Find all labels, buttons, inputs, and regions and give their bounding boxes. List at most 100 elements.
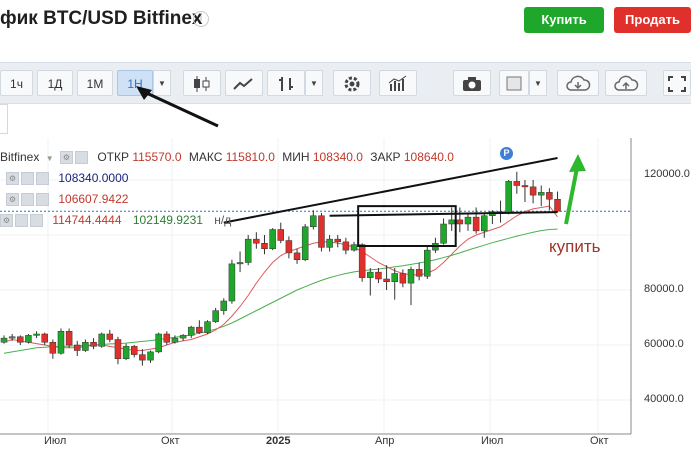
x-tick-label: Окт: [161, 435, 180, 447]
camera-icon[interactable]: [453, 70, 491, 96]
legend-remove-icon[interactable]: [36, 172, 49, 186]
candle-body: [513, 181, 521, 186]
timeframe-dropdown-caret[interactable]: ▼: [153, 70, 171, 96]
cloud-download-icon[interactable]: [557, 70, 599, 96]
indicators-icon[interactable]: [379, 70, 417, 96]
legend-hide-icon[interactable]: [21, 172, 34, 186]
legend-settings-icon[interactable]: ⚙: [6, 172, 19, 186]
chart-toolbar: 1ч 1Д 1М 1Н ▼ ▼ ▼: [0, 62, 691, 104]
candle-body: [440, 223, 447, 244]
bars-icon[interactable]: [267, 70, 305, 96]
trendline: [223, 157, 558, 224]
candle-body: [0, 337, 8, 343]
x-tick-label: Апр: [375, 435, 395, 447]
settings-gear-icon[interactable]: [333, 70, 371, 96]
candle-body: [139, 354, 146, 361]
fullscreen-icon[interactable]: [663, 70, 691, 96]
candle-body: [122, 346, 130, 359]
area-chart-icon[interactable]: [225, 70, 263, 96]
legend-remove-icon[interactable]: [30, 214, 43, 228]
pointer-arrow-line: [139, 88, 219, 128]
legend-symbol: Bitfinex: [0, 150, 40, 164]
candle-body: [155, 333, 162, 353]
candles-icon[interactable]: [183, 70, 221, 96]
candle-body: [334, 238, 341, 243]
buy-annotation-text: купить: [549, 237, 601, 256]
candle-body: [399, 273, 407, 284]
candle-body: [529, 186, 537, 196]
candle-body: [375, 271, 382, 280]
timeframe-1h-button[interactable]: 1ч: [0, 70, 33, 96]
candle-body: [261, 243, 268, 249]
candle-body: [367, 271, 374, 278]
info-icon[interactable]: i: [193, 11, 209, 27]
candle-body: [481, 215, 488, 232]
price-label-last: 108640.0: [636, 204, 682, 216]
indicator-2-value: 106607.9422: [58, 192, 129, 206]
candle-body: [253, 238, 260, 244]
candle-body: [521, 185, 529, 188]
candle-body: [310, 215, 317, 227]
candle-body: [472, 216, 480, 232]
candle-body: [358, 244, 366, 278]
candle-body: [342, 241, 350, 251]
candle-body: [293, 252, 301, 260]
indicator-3-lower: 102149.9231: [132, 213, 203, 227]
timeframe-1w-button[interactable]: 1Н: [117, 70, 153, 96]
y-tick-label: 80000.0: [644, 283, 684, 295]
legend-low-value: 108340.0: [312, 150, 363, 164]
candle-body: [318, 215, 325, 248]
legend-caret[interactable]: ▼: [45, 154, 54, 163]
buy-button[interactable]: Купить: [524, 7, 604, 33]
candle-body: [57, 331, 65, 354]
legend-hide-icon[interactable]: [74, 151, 88, 165]
candle-body: [33, 333, 40, 336]
timeframe-1m-button[interactable]: 1М: [77, 70, 113, 96]
indicator-1-value: 108340.0000: [58, 171, 129, 185]
candle-body: [25, 335, 32, 343]
pointer-arrow: [136, 86, 219, 128]
legend-settings-icon[interactable]: ⚙: [6, 193, 19, 207]
legend-indicator-2: ⚙ 106607.9422: [6, 192, 129, 207]
candle-body: [187, 326, 195, 336]
chart-type-dropdown-caret[interactable]: ▼: [305, 70, 323, 96]
candle-body: [407, 269, 415, 284]
candle-body: [505, 181, 512, 214]
page-title: фик BTC/USD Bitfinex: [0, 8, 203, 29]
candle-body: [326, 238, 333, 248]
candle-body: [228, 263, 236, 302]
candle-body: [448, 219, 455, 225]
candle-body: [285, 240, 293, 254]
legend-close-value: 108640.0: [403, 150, 454, 164]
legend-low-label: МИН: [282, 150, 310, 164]
price-chart[interactable]: [0, 138, 691, 452]
x-tick-label: Июл: [44, 435, 67, 447]
color-box-icon[interactable]: [499, 70, 529, 96]
position-marker-icon[interactable]: P: [500, 147, 513, 160]
legend-remove-icon[interactable]: [36, 193, 49, 207]
cloud-upload-icon[interactable]: [605, 70, 647, 96]
legend-settings-icon[interactable]: ⚙: [0, 214, 13, 228]
candle-body: [98, 333, 105, 347]
price-label-sma-slow: 102149.9: [636, 252, 682, 264]
candle-body: [179, 335, 187, 339]
legend-hide-icon[interactable]: [21, 193, 34, 207]
x-tick-label: 2025: [266, 435, 291, 447]
candle-body: [350, 244, 358, 251]
x-tick-label: Июл: [481, 435, 504, 447]
candle-body: [424, 249, 431, 277]
timeframe-1d-button[interactable]: 1Д: [37, 70, 73, 96]
legend-settings-icon[interactable]: ⚙: [59, 151, 73, 165]
color-dropdown-caret[interactable]: ▼: [529, 70, 547, 96]
legend-hide-icon[interactable]: [15, 214, 28, 228]
legend-close-label: ЗАКР: [370, 150, 401, 164]
candle-body: [17, 336, 24, 343]
legend-high-label: МАКС: [188, 150, 223, 164]
green-arrow-head: [569, 154, 586, 172]
sell-button[interactable]: Продать: [614, 7, 691, 33]
candle-body: [130, 346, 138, 355]
legend-ohlc: Bitfinex ▼ ⚙ ОТКР 115570.0 МАКС 115810.0…: [0, 150, 454, 165]
candle-body: [554, 199, 561, 212]
price-label-sma-fast: 106607.9: [636, 236, 682, 248]
legend-indicator-1: ⚙ 108340.0000: [6, 171, 129, 186]
